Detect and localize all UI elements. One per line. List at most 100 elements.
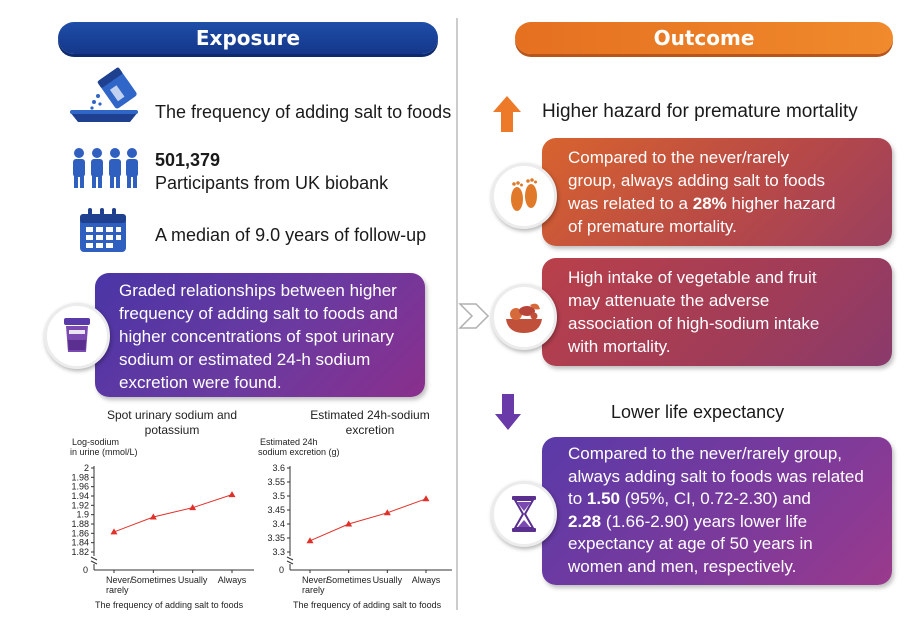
y-tick-label: 3.3	[272, 547, 285, 557]
urine-cup-badge	[44, 303, 110, 369]
followup-text: A median of 9.0 years of follow-up	[155, 225, 427, 245]
vegetable-line: with mortality.	[568, 337, 671, 356]
life-line: always adding salt to foods was related	[568, 466, 864, 486]
life-line: 2.28 (1.66-2.90) years lower life	[568, 511, 890, 534]
axis-break	[286, 556, 294, 565]
y-tick-label: 3.6	[272, 463, 285, 473]
hazard-line: group, always adding salt to foods	[568, 171, 826, 190]
hazard-box: Compared to the never/rarely group, alwa…	[542, 138, 892, 246]
x-tick-label: Always	[412, 575, 441, 585]
x-axis-label: The frequency of adding salt to foods	[95, 600, 244, 610]
y-tick-label: 1.92	[71, 500, 89, 510]
graded-relationship-box: Graded relationships between higher freq…	[95, 273, 425, 397]
salt-footprint-badge	[491, 163, 557, 229]
salt-shaker-icon	[70, 67, 138, 122]
graded-line: excretion were found.	[119, 373, 282, 392]
life-line: women and men, respectively.	[568, 556, 797, 576]
y-tick-label: 3.45	[267, 505, 285, 515]
x-axis-label: The frequency of adding salt to foods	[293, 600, 442, 610]
footprints-icon	[511, 178, 537, 211]
higher-hazard-title: Higher hazard for premature mortality	[542, 101, 858, 122]
data-point	[306, 537, 314, 544]
y-tick-label: 3.4	[272, 519, 285, 529]
calendar-icon	[80, 208, 126, 252]
axis-break	[90, 556, 98, 565]
exposure-header: Exposure	[58, 22, 438, 54]
hourglass-icon	[512, 496, 536, 532]
y-axis-label: in urine (mmol/L)	[70, 447, 138, 457]
participants-count: 501,379	[155, 150, 221, 170]
y-axis-label: sodium excretion (g)	[258, 447, 340, 457]
data-point	[110, 528, 118, 535]
hazard-text: was related to a	[568, 194, 693, 213]
vegetable-line: may attenuate the adverse	[568, 291, 770, 310]
x-tick-label: rarely	[106, 585, 129, 595]
hazard-text-after: higher hazard	[726, 194, 836, 213]
y-tick-label: 1.88	[71, 519, 89, 529]
data-point	[383, 509, 391, 516]
life-text: (95%, CI, 0.72-2.30) and	[620, 489, 811, 508]
y-axis-label: Estimated 24h	[260, 437, 318, 447]
chevron-right-icon	[458, 303, 490, 329]
x-tick-label: Usually	[178, 575, 208, 585]
hazard-percent: 28%	[692, 194, 727, 213]
y-tick-label: 1.86	[71, 528, 89, 538]
data-point	[149, 513, 157, 520]
graded-line: sodium or estimated 24-h sodium	[119, 350, 371, 369]
hazard-line: was related to a 28% higher hazard	[568, 192, 888, 215]
x-tick-label: Sometimes	[326, 575, 372, 585]
series-line	[309, 498, 427, 542]
y-tick-label: 1.82	[71, 547, 89, 557]
y-tick-label: 3.5	[272, 491, 285, 501]
y-tick-label: 3.55	[267, 477, 285, 487]
life-text: to	[568, 489, 587, 508]
x-tick-label: Usually	[373, 575, 403, 585]
y-axis-zero-label: 0	[279, 565, 284, 575]
y-axis-zero-label: 0	[83, 565, 88, 575]
exposure-frequency-text: The frequency of adding salt to foods	[155, 102, 452, 122]
x-tick-label: Never/	[302, 575, 329, 585]
x-tick-label: Always	[218, 575, 247, 585]
data-point	[228, 491, 236, 498]
y-axis-label: Log-sodium	[72, 437, 119, 447]
life-text: (1.66-2.90) years lower life	[601, 511, 808, 531]
vegetable-badge	[491, 284, 557, 350]
arrow-up-icon	[493, 96, 521, 132]
life-line: Compared to the never/rarely group,	[568, 444, 843, 463]
x-tick-label: Never/	[106, 575, 133, 585]
y-tick-label: 3.35	[267, 533, 285, 543]
vegetable-box: High intake of vegetable and fruit may a…	[542, 258, 892, 366]
life-value-men: 2.28	[568, 511, 602, 531]
vegetable-line: association of high-sodium intake	[568, 314, 820, 333]
lower-life-title: Lower life expectancy	[611, 402, 785, 422]
x-tick-label: Sometimes	[131, 575, 177, 585]
graded-line: higher concentrations of spot urinary	[119, 327, 394, 346]
y-tick-label: 1.94	[71, 491, 89, 501]
life-line: to 1.50 (95%, CI, 0.72-2.30) and	[568, 488, 890, 511]
life-value-women: 1.50	[586, 489, 620, 508]
hazard-line: of premature mortality.	[568, 217, 737, 236]
vegetable-bowl-icon	[506, 303, 542, 333]
data-point	[345, 520, 353, 527]
x-tick-label: rarely	[302, 585, 325, 595]
y-tick-label: 2	[84, 463, 89, 473]
chart1-title: Spot urinary sodium and potassium	[106, 408, 238, 437]
data-point	[422, 495, 430, 502]
data-point	[189, 504, 197, 511]
outcome-header: Outcome	[515, 22, 893, 54]
center-divider	[456, 18, 458, 610]
y-tick-label: 1.84	[71, 538, 89, 548]
y-tick-label: 1.96	[71, 482, 89, 492]
y-tick-label: 1.98	[71, 472, 89, 482]
arrow-down-icon	[495, 394, 521, 430]
y-tick-label: 1.9	[76, 510, 89, 520]
life-expectancy-box: Compared to the never/rarely group, alwa…	[542, 437, 892, 585]
urine-cup-icon	[64, 318, 90, 352]
life-line: expectancy at age of 50 years in	[568, 534, 813, 553]
hourglass-badge	[491, 481, 557, 547]
graded-line: Graded relationships between higher	[119, 281, 397, 300]
graded-line: frequency of adding salt to foods and	[119, 304, 398, 323]
vegetable-line: High intake of vegetable and fruit	[568, 268, 817, 287]
chart2-title: Estimated 24h-sodium excretion	[310, 408, 430, 437]
